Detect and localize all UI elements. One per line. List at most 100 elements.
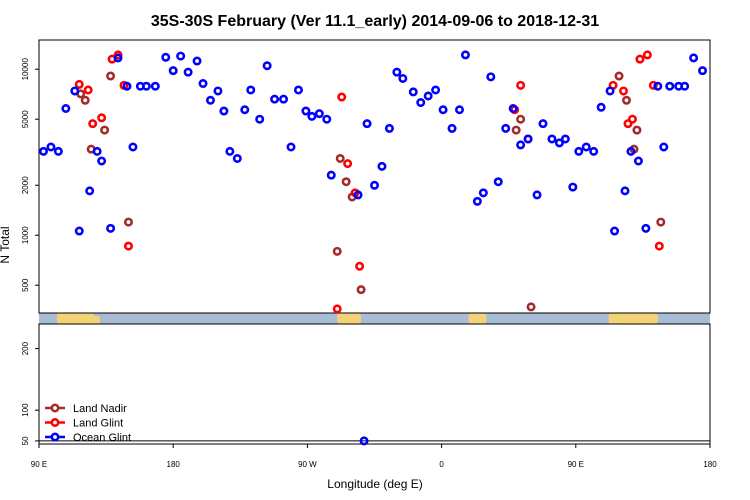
land-glint-point <box>642 50 652 60</box>
ocean-glint-point <box>698 66 708 76</box>
y-tick-label: 1000 <box>21 226 30 244</box>
ocean-glint-point <box>472 196 482 206</box>
land-nadir-point <box>526 302 536 312</box>
ocean-glint-point <box>574 146 584 156</box>
ocean-glint-point <box>270 94 280 104</box>
ocean-glint-point <box>314 109 324 119</box>
ocean-glint-point <box>219 106 229 116</box>
land-nadir-point <box>335 153 345 163</box>
ocean-glint-point <box>286 142 296 152</box>
x-tick-label: 0 <box>439 460 444 469</box>
land-glint-point <box>355 261 365 271</box>
world-map-strip <box>39 313 710 324</box>
x-tick-label: 90 E <box>31 460 47 469</box>
land-glint-point <box>74 79 84 89</box>
ocean-glint-point <box>255 114 265 124</box>
australia-core-land-repeat <box>620 316 646 324</box>
ocean-glint-point <box>362 119 372 129</box>
upper-panel-frame <box>38 39 711 314</box>
ocean-glint-point <box>431 85 441 95</box>
ocean-glint-point <box>568 182 578 192</box>
ocean-glint-point <box>659 142 669 152</box>
y-tick-label: 10000 <box>21 58 30 81</box>
ocean-glint-point <box>454 105 464 115</box>
ocean-glint-point <box>460 50 470 60</box>
ocean-glint-point <box>620 186 630 196</box>
ocean-glint-point <box>240 105 250 115</box>
ocean-glint-point <box>501 123 511 133</box>
y-tick-label: 200 <box>21 341 30 355</box>
ocean-glint-point <box>478 188 488 198</box>
australia-east-land <box>88 316 101 324</box>
ocean-glint-point <box>508 104 518 114</box>
ocean-glint-point <box>307 111 317 121</box>
ocean-glint-point <box>547 134 557 144</box>
y-tick-label: 500 <box>21 278 30 292</box>
ocean-glint-point <box>279 94 289 104</box>
ocean-glint-point <box>38 146 48 156</box>
ocean-glint-point <box>183 67 193 77</box>
ocean-glint-point <box>523 134 533 144</box>
ocean-glint-point <box>92 146 102 156</box>
ocean-glint-point <box>554 138 564 148</box>
ocean-glint-point <box>122 81 132 91</box>
ocean-glint-point <box>392 67 402 77</box>
australia-land <box>56 313 95 324</box>
land-glint-point <box>619 86 629 96</box>
ocean-glint-point <box>493 177 503 187</box>
x-tick-label: 90 W <box>298 460 317 469</box>
land-glint-point <box>516 80 526 90</box>
legend-marker <box>50 432 60 442</box>
land-glint-point <box>648 80 658 90</box>
ocean-glint-point <box>198 79 208 89</box>
ocean-glint-point <box>74 226 84 236</box>
ocean-glint-point <box>46 142 56 152</box>
land-nadir-point <box>332 246 342 256</box>
ocean-glint-point <box>359 436 369 446</box>
land-glint-point <box>97 113 107 123</box>
ocean-glint-point <box>605 86 615 96</box>
land-glint-point <box>343 159 353 169</box>
ocean-glint-point <box>596 102 606 112</box>
ocean-glint-point <box>384 123 394 133</box>
ocean-glint-point <box>232 153 242 163</box>
ocean-glint-point <box>610 226 620 236</box>
south-america-core-land <box>343 316 353 324</box>
ocean-glint-point <box>653 81 663 91</box>
ocean-glint-point <box>113 53 123 63</box>
land-nadir-point <box>341 177 351 187</box>
africa-land <box>468 313 487 324</box>
ocean-glint-point <box>626 146 636 156</box>
ocean-glint-point <box>205 95 215 105</box>
land-glint-point <box>654 241 664 251</box>
ocean-glint-point <box>246 85 256 95</box>
ocean-glint-point <box>633 156 643 166</box>
y-axis-label: N Total <box>0 226 12 263</box>
ocean-glint-point <box>168 66 178 76</box>
land-nadir-point <box>80 95 90 105</box>
legend-label: Land Nadir <box>73 403 127 415</box>
x-tick-label: 180 <box>703 460 717 469</box>
ocean-glint-point <box>322 114 332 124</box>
ocean-glint-point <box>532 190 542 200</box>
ocean-glint-point <box>377 161 387 171</box>
axes: 500 1000 2000 5000 10000 50 100 200 90 E 180 90 W 0… <box>21 39 717 469</box>
ocean-glint-point <box>581 142 591 152</box>
lower-panel-frame <box>38 323 711 445</box>
map-ocean-band <box>39 313 710 324</box>
ocean-glint-point <box>589 146 599 156</box>
land-glint-point <box>337 92 347 102</box>
ocean-glint-point <box>416 98 426 108</box>
ocean-glint-point <box>128 142 138 152</box>
land-nadir-point <box>621 95 631 105</box>
ocean-glint-point <box>560 134 570 144</box>
land-nadir-point <box>123 217 133 227</box>
ocean-glint-point <box>326 170 336 180</box>
ocean-glint-point <box>438 105 448 115</box>
x-tick-label: 90 E <box>568 460 584 469</box>
legend-label: Ocean Glint <box>73 432 131 444</box>
land-nadir-point <box>614 71 624 81</box>
y-tick-label: 2000 <box>21 176 30 194</box>
ocean-glint-point <box>85 186 95 196</box>
